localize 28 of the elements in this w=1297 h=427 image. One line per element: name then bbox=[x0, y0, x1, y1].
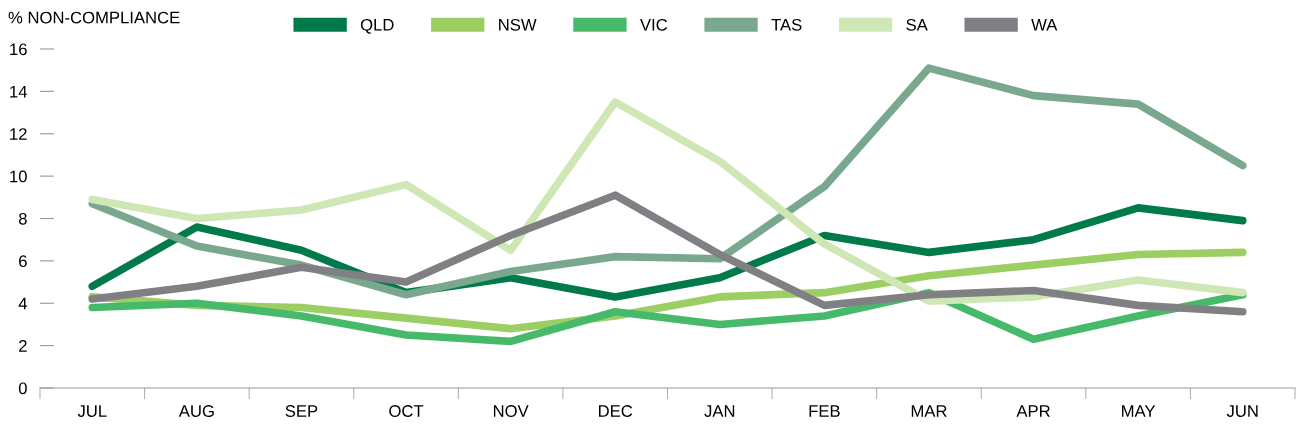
legend-label: VIC bbox=[640, 18, 668, 31]
x-tick-label: MAR bbox=[911, 405, 947, 417]
x-tick-label: AUG bbox=[178, 405, 214, 417]
y-tick-label: 10 bbox=[10, 170, 27, 183]
legend-label: TAS bbox=[771, 18, 802, 31]
x-tick-label: NOV bbox=[493, 405, 529, 417]
y-tick-label: 12 bbox=[10, 128, 27, 140]
x-tick-label: OCT bbox=[389, 405, 424, 417]
legend-label: WA bbox=[1031, 19, 1058, 31]
y-tick-label: 14 bbox=[10, 85, 28, 98]
x-tick-label: JAN bbox=[704, 405, 735, 417]
x-tick-label: SEP bbox=[285, 405, 318, 417]
y-tick-label: 16 bbox=[10, 43, 27, 56]
x-tick-label: JUN bbox=[1226, 405, 1258, 417]
y-tick-label: 6 bbox=[19, 255, 27, 268]
x-tick-label: FEB bbox=[809, 405, 840, 417]
x-tick-label: JUL bbox=[77, 405, 107, 417]
y-tick-label: 0 bbox=[18, 382, 27, 395]
x-tick-label: MAY bbox=[1122, 405, 1156, 417]
y-axis-title: % NON-COMPLIANCE bbox=[8, 11, 180, 24]
x-tick-label: DEC bbox=[598, 405, 633, 417]
x-tick-label: APR bbox=[1016, 405, 1050, 417]
y-tick-label: 2 bbox=[19, 340, 27, 352]
legend-label: NSW bbox=[499, 18, 537, 31]
legend-label: QLD bbox=[360, 18, 394, 34]
legend-label: SA bbox=[906, 18, 928, 31]
y-tick-label: 4 bbox=[18, 297, 28, 310]
y-tick-label: 8 bbox=[18, 212, 27, 225]
